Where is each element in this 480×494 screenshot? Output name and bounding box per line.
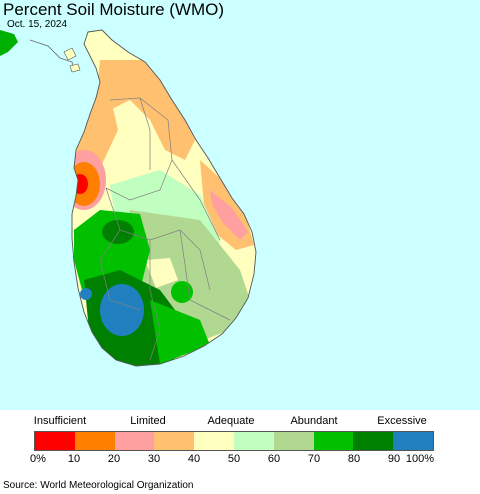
legend-category-insufficient: Insufficient <box>33 415 87 427</box>
legend-swatch <box>74 432 115 450</box>
soil-moisture-map <box>0 29 257 367</box>
neighbor-land-outline <box>29 39 75 71</box>
legend-swatch <box>35 432 75 450</box>
legend-swatch <box>154 432 195 450</box>
jaffna-islands <box>63 47 81 73</box>
legend-tick-label: 20 <box>107 453 121 465</box>
legend-tick-label: 0% <box>30 453 46 465</box>
district-borders <box>99 97 231 361</box>
legend-category-excessive: Excessive <box>377 415 427 427</box>
legend-swatch <box>273 432 314 450</box>
legend-swatch <box>194 432 234 450</box>
legend-tick-label: 100% <box>405 453 435 465</box>
legend-tick-label: 60 <box>267 453 281 465</box>
legend-tick-label: 80 <box>347 453 361 465</box>
legend-tick-label: 40 <box>187 453 201 465</box>
legend-category-limited: Limited <box>130 415 166 427</box>
legend-tick-label: 30 <box>147 453 161 465</box>
legend-category-abundant: Abundant <box>290 415 338 427</box>
legend-tick-label: 90 <box>387 453 401 465</box>
neighbor-land <box>0 30 18 56</box>
legend-tick-label: 50 <box>227 453 241 465</box>
legend-category-adequate: Adequate <box>207 415 255 427</box>
legend-swatch <box>393 432 433 450</box>
legend-swatch <box>233 432 274 450</box>
island-fill <box>72 30 256 366</box>
legend-tick-label: 70 <box>307 453 321 465</box>
legend-swatch <box>353 432 394 450</box>
legend-swatch <box>313 432 354 450</box>
source-credit: Source: World Meteorological Organizatio… <box>3 480 194 491</box>
legend-color-bar <box>34 431 434 451</box>
map-title: Percent Soil Moisture (WMO) <box>3 0 225 19</box>
map-date: Oct. 15, 2024 <box>7 19 68 30</box>
coastline <box>71 29 257 367</box>
map-frame[interactable] <box>0 0 480 410</box>
legend-swatch <box>114 432 155 450</box>
legend-tick-label: 10 <box>67 453 81 465</box>
